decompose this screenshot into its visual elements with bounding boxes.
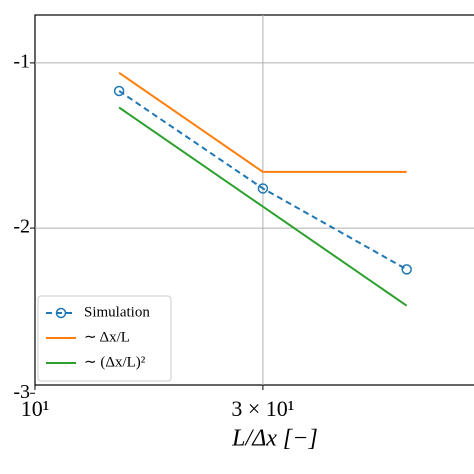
- legend-label: ∼ Δx/L: [84, 329, 130, 345]
- point-marker: [113, 85, 125, 97]
- point-marker: [401, 264, 412, 275]
- y-tick-label: -2: [13, 216, 30, 238]
- series-line: [118, 90, 408, 271]
- legend-box: [37, 295, 172, 382]
- legend-label: ∼ (Δx/L)²: [84, 354, 146, 370]
- x-axis-label: L/Δx [−]: [231, 426, 318, 452]
- x-tick-label: 10¹: [21, 396, 50, 421]
- y-tick-label: -1: [13, 50, 30, 72]
- series-line: [118, 71, 407, 173]
- legend-label: Simulation: [84, 304, 150, 320]
- plot-frame: [34, 14, 474, 386]
- series-line: [118, 106, 408, 307]
- point-marker: [257, 183, 269, 194]
- x-tick-label: 3 × 10¹: [231, 396, 294, 421]
- legend-marker: [55, 307, 67, 319]
- y-tick-label: -3: [13, 381, 30, 403]
